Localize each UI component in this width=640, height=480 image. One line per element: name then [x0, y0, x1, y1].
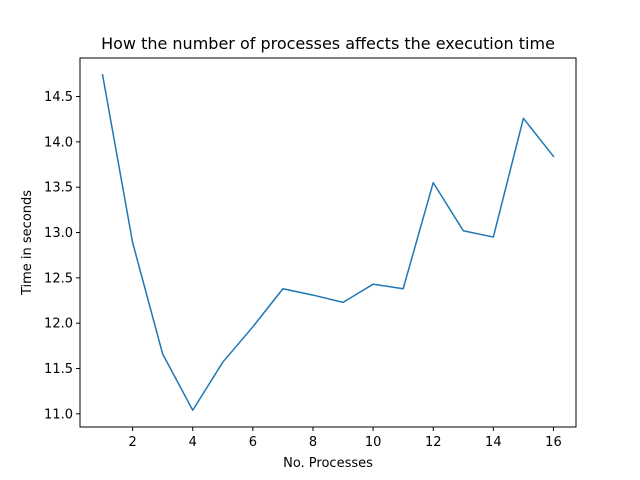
y-tick-label: 14.5: [44, 90, 73, 105]
x-tick-label: 2: [128, 435, 136, 450]
y-tick-label: 14.0: [44, 135, 73, 150]
plot-area: 2 4 6 8 10 12 14 16 11.0 11.5 12.0 12.5 13.0 13.5 14.…: [44, 57, 577, 450]
y-tick-label: 13.5: [44, 181, 73, 196]
y-tick-label: 12.0: [44, 317, 73, 332]
y-axis: 11.0 11.5 12.0 12.5 13.0 13.5 14.0 14.5: [44, 90, 80, 422]
axes-frame: [79, 57, 577, 428]
chart-title: How the number of processes affects the …: [101, 34, 555, 53]
x-axis-label: No. Processes: [283, 456, 373, 471]
x-tick-label: 16: [545, 435, 562, 450]
y-tick-label: 12.5: [44, 271, 73, 286]
y-axis-label: Time in seconds: [20, 190, 35, 296]
series-line: [101, 73, 555, 411]
x-tick-label: 4: [189, 435, 197, 450]
y-tick-label: 11.0: [44, 407, 73, 422]
x-tick-label: 10: [365, 435, 382, 450]
x-tick-label: 12: [425, 435, 442, 450]
y-tick-label: 11.5: [44, 362, 73, 377]
x-tick-label: 8: [309, 435, 317, 450]
x-tick-label: 14: [485, 435, 502, 450]
y-tick-label: 13.0: [44, 226, 73, 241]
x-tick-label: 6: [249, 435, 257, 450]
x-axis: 2 4 6 8 10 12 14 16: [128, 427, 562, 450]
